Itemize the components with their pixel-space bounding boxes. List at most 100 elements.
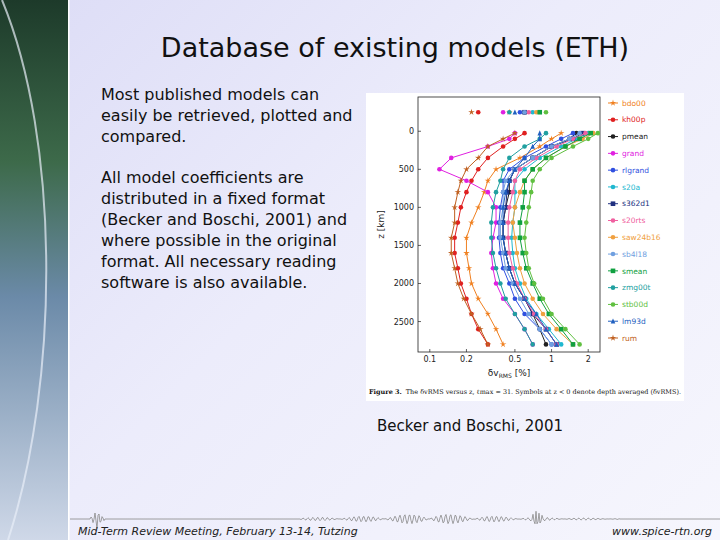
legend: bdo00kh00ppmeangrandrlgrands20as362d1s20… bbox=[608, 99, 661, 343]
x-tick-label: 1 bbox=[549, 355, 554, 364]
legend-swatch bbox=[611, 285, 616, 290]
series-point bbox=[507, 167, 512, 172]
series-point bbox=[494, 266, 499, 271]
series-point bbox=[485, 143, 492, 149]
legend-swatch bbox=[611, 318, 616, 323]
series-point bbox=[537, 137, 542, 142]
text-block: Most published models can easily be retr… bbox=[101, 84, 361, 313]
series-point bbox=[513, 281, 518, 286]
x-tick-label: 0.1 bbox=[423, 355, 436, 364]
legend-swatch bbox=[611, 151, 616, 156]
x-tick bbox=[551, 349, 552, 352]
series-point bbox=[507, 156, 512, 161]
x-tick-label: 0.5 bbox=[509, 355, 522, 364]
series-point bbox=[503, 250, 508, 255]
depth-average-point bbox=[518, 110, 523, 115]
series-point bbox=[534, 311, 539, 316]
x-axis-title: δvRMS [%] bbox=[488, 368, 530, 379]
caption-text: The δvRMS versus z, ℓmax = 31. Symbols a… bbox=[406, 388, 681, 396]
series-point bbox=[503, 296, 508, 301]
series-point bbox=[493, 326, 500, 332]
series-point bbox=[455, 189, 462, 195]
series-point bbox=[537, 167, 542, 172]
series-point bbox=[544, 131, 549, 136]
series-point bbox=[464, 190, 469, 195]
series-point bbox=[522, 296, 527, 301]
series-point bbox=[466, 265, 473, 271]
series-point bbox=[498, 281, 503, 286]
y-tick-label: 2500 bbox=[394, 318, 414, 327]
legend-swatch bbox=[610, 100, 617, 106]
series-line bbox=[466, 133, 561, 344]
legend-swatch bbox=[611, 269, 616, 274]
series-point bbox=[522, 327, 527, 332]
legend-label: bdo00 bbox=[622, 99, 646, 108]
series-point bbox=[530, 342, 535, 347]
series-point bbox=[522, 236, 527, 241]
series-point bbox=[559, 327, 564, 332]
series-point bbox=[522, 178, 527, 183]
legend-label: rlgrand bbox=[622, 166, 649, 175]
x-tick-label: 2 bbox=[586, 355, 591, 364]
depth-average-point bbox=[501, 110, 506, 115]
series-point bbox=[537, 327, 542, 332]
series-point bbox=[510, 190, 515, 195]
series-point bbox=[513, 296, 518, 301]
series-point bbox=[588, 131, 593, 136]
series-point bbox=[463, 250, 470, 256]
series-point bbox=[475, 204, 482, 210]
legend-label: smean bbox=[622, 267, 647, 276]
y-tick bbox=[418, 321, 421, 322]
series-point bbox=[513, 236, 518, 241]
series-point bbox=[477, 326, 484, 332]
series-point bbox=[571, 342, 576, 347]
series-line bbox=[520, 133, 591, 344]
y-tick bbox=[418, 245, 421, 246]
series-point bbox=[544, 144, 549, 149]
series-point bbox=[464, 178, 469, 183]
series-point bbox=[522, 155, 527, 160]
y-tick bbox=[418, 169, 421, 170]
series-point bbox=[515, 251, 520, 256]
series-point bbox=[522, 131, 527, 136]
series-point bbox=[493, 166, 500, 172]
series-point bbox=[463, 234, 470, 240]
series-line bbox=[499, 133, 573, 344]
series-point bbox=[530, 342, 535, 347]
x-tick bbox=[466, 349, 467, 352]
legend-label: s20rts bbox=[622, 216, 645, 225]
caption-bold: Figure 3. bbox=[369, 388, 402, 396]
legend-label: pmean bbox=[622, 132, 648, 141]
x-axis-title-unit: [%] bbox=[512, 368, 530, 378]
series-point bbox=[494, 190, 499, 195]
series-point bbox=[506, 220, 511, 225]
series-point bbox=[530, 156, 535, 161]
series-point bbox=[530, 296, 535, 301]
legend-label: s362d1 bbox=[622, 199, 650, 208]
series-point bbox=[554, 327, 559, 332]
series-point bbox=[518, 266, 523, 271]
slide-title: Database of existing models (ETH) bbox=[70, 32, 720, 63]
series-point bbox=[451, 265, 458, 271]
series-point bbox=[506, 236, 511, 241]
depth-average-point bbox=[544, 110, 549, 115]
series-point bbox=[449, 156, 454, 161]
series-point bbox=[485, 177, 492, 183]
legend-swatch bbox=[611, 218, 616, 223]
series-point bbox=[530, 167, 535, 172]
series-point bbox=[500, 341, 507, 347]
series-line bbox=[500, 133, 579, 344]
paragraph: All model coefficients are distributed i… bbox=[101, 167, 361, 293]
series-line bbox=[503, 133, 556, 344]
y-tick-label: 0 bbox=[409, 127, 414, 136]
series-point bbox=[577, 342, 582, 347]
series-point bbox=[510, 220, 515, 225]
earth-strip bbox=[0, 0, 68, 540]
legend-swatch bbox=[611, 201, 616, 206]
series-point bbox=[530, 178, 535, 183]
series-point bbox=[489, 236, 494, 241]
series-point bbox=[491, 251, 496, 256]
series-point bbox=[541, 296, 546, 301]
series-point bbox=[503, 178, 508, 183]
series-point bbox=[463, 166, 470, 172]
